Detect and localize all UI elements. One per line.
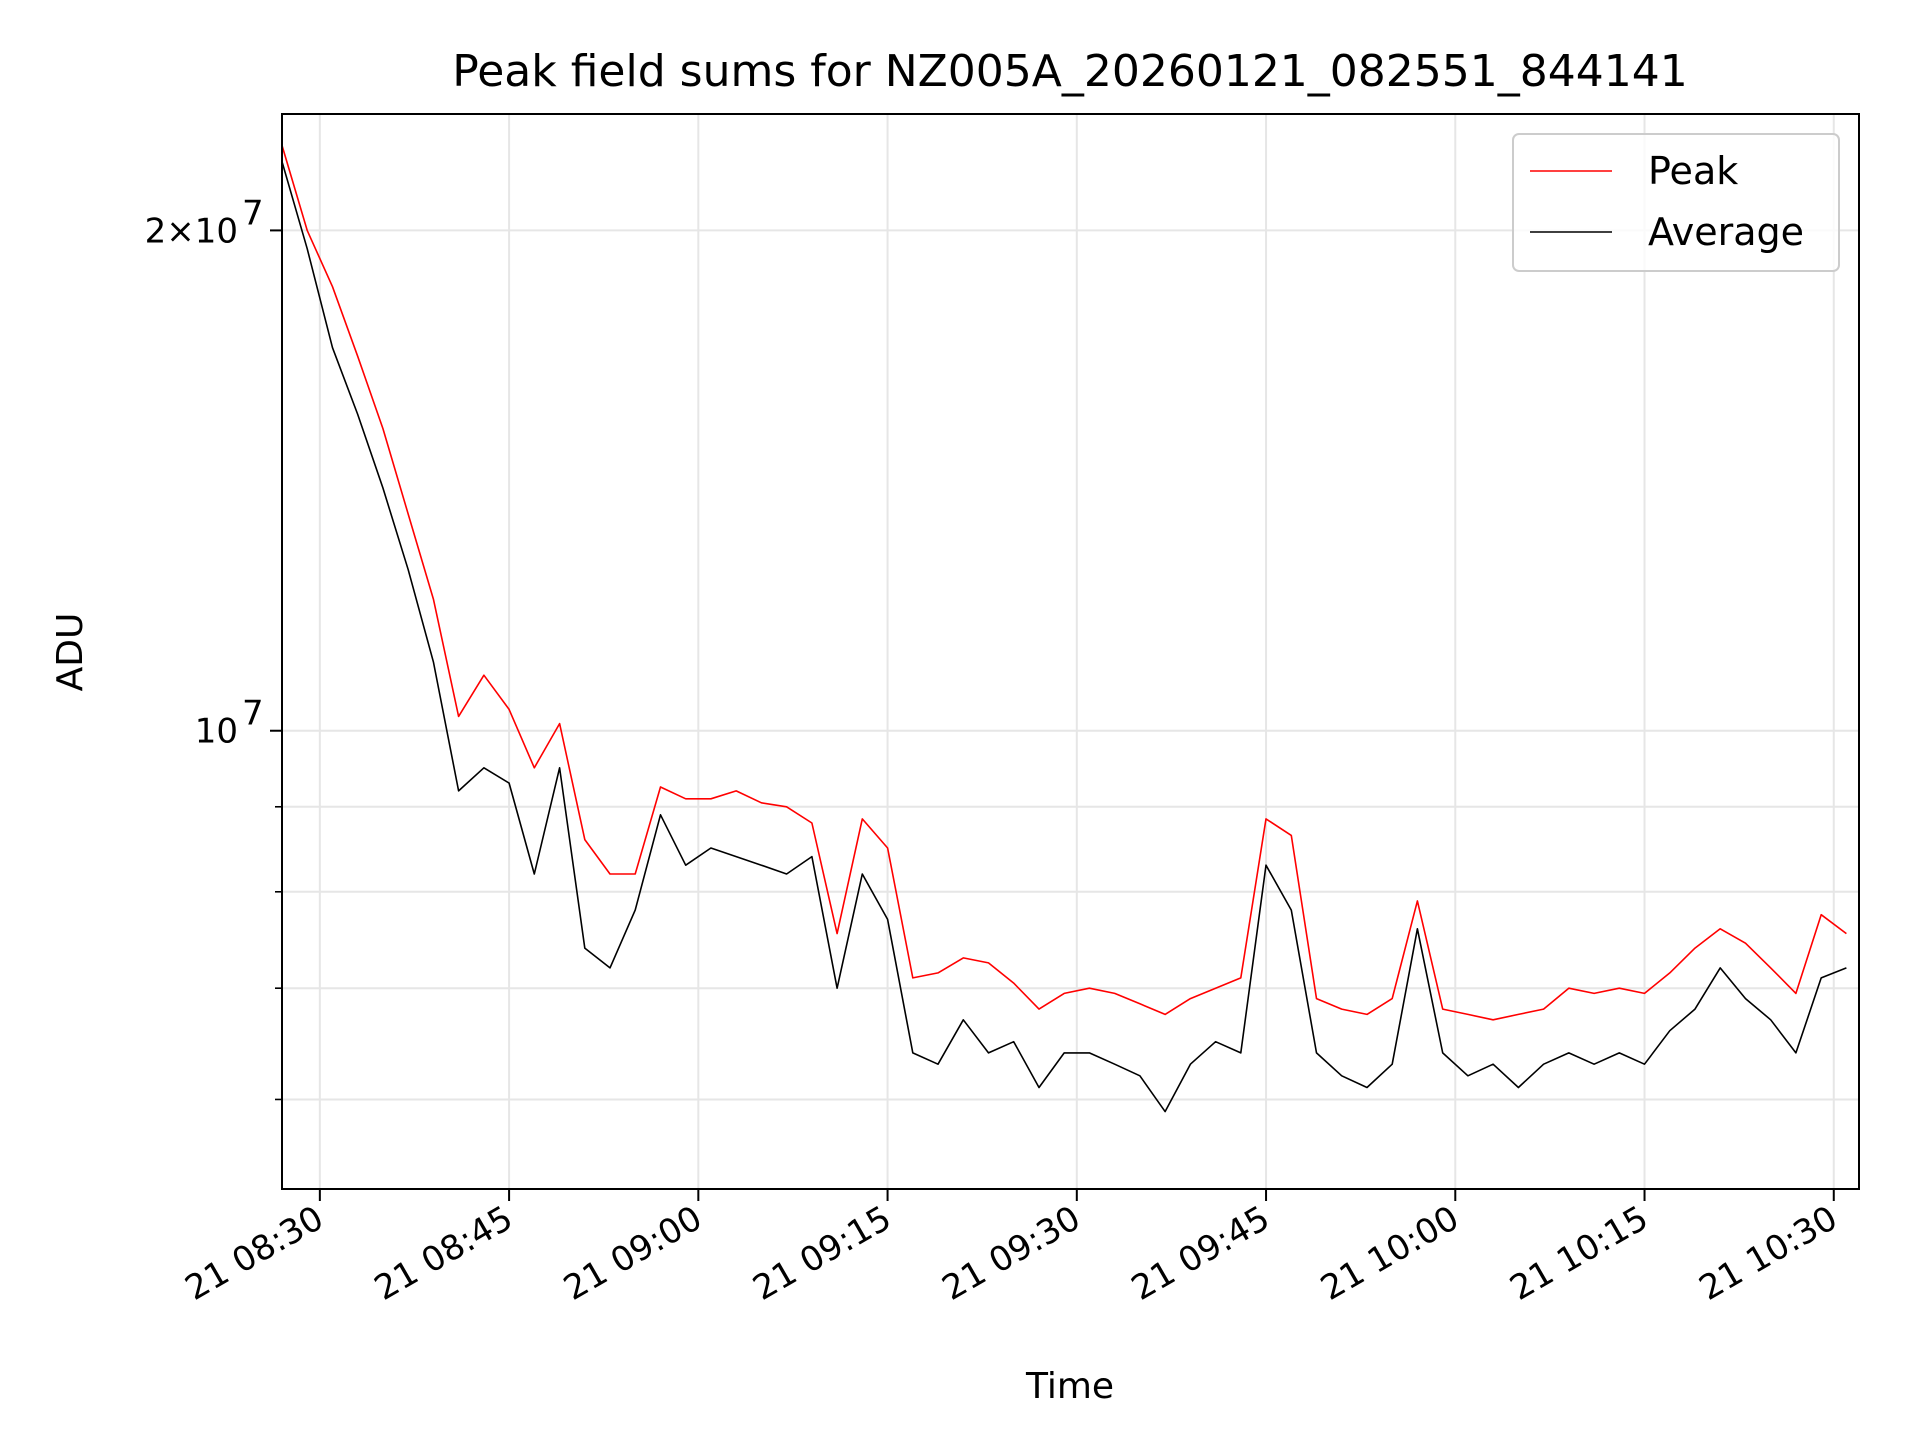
y-axis-ticks: 10 72×10 7 <box>145 193 282 1101</box>
chart-title: Peak field sums for NZ005A_20260121_0825… <box>452 46 1687 97</box>
series-line-average <box>282 161 1847 1113</box>
y-tick-label: 2×10 <box>145 211 238 251</box>
series-lines <box>282 145 1847 1113</box>
legend-label-peak: Peak <box>1648 149 1738 193</box>
y-tick-exponent: 7 <box>242 694 264 734</box>
legend-label-average: Average <box>1648 210 1804 254</box>
y-tick-label: 10 <box>195 712 238 752</box>
legend: Peak Average <box>1512 133 1840 272</box>
y-tick-exponent: 7 <box>242 193 264 233</box>
y-axis-title: ADU <box>50 613 91 692</box>
plot-frame <box>281 113 1860 1190</box>
x-axis-title: Time <box>1025 1366 1114 1407</box>
legend-box <box>1512 133 1840 272</box>
series-line-peak <box>282 145 1847 1021</box>
